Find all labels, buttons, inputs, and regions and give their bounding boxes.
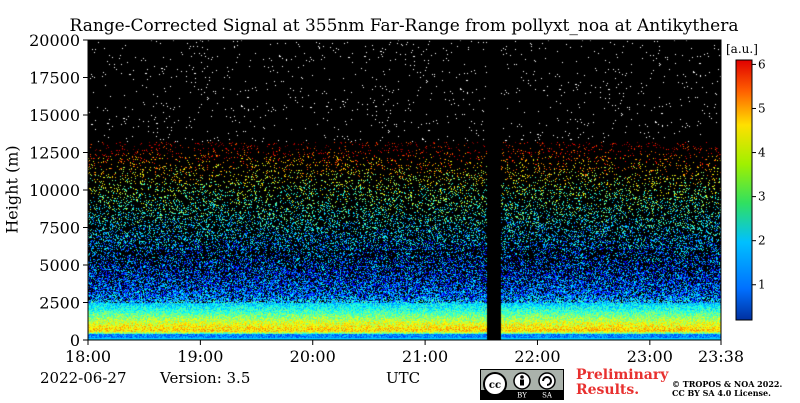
cc-icon: cc	[483, 372, 507, 396]
colorbar-tick-label: 5	[758, 101, 766, 115]
x-tick-label: 18:00	[65, 347, 111, 366]
plot-frame	[87, 39, 722, 341]
colorbar-ticks: 1 2 3 4 5 6	[752, 57, 766, 292]
colorbar-tick-label: 2	[758, 234, 766, 248]
y-tick-label: 12500	[29, 144, 80, 163]
x-tick-label: 20:00	[290, 347, 336, 366]
by-person-icon	[513, 372, 531, 390]
chart-title: Range-Corrected Signal at 355nm Far-Rang…	[69, 16, 739, 36]
y-tick-label: 7500	[39, 219, 80, 238]
sa-recycle-icon	[538, 372, 556, 390]
x-axis-ticks: 18:00 19:00 20:00 21:00 22:00 23:00 23:38	[65, 340, 744, 366]
colorbar-tick-label: 6	[758, 57, 766, 71]
date-label: 2022-06-27	[40, 369, 127, 387]
y-tick-label: 17500	[29, 69, 80, 88]
x-tick-label: 23:38	[698, 347, 744, 366]
sa-text: SA	[542, 392, 553, 400]
cc-license-badge[interactable]: cc BY SA	[480, 369, 564, 400]
x-tick-label: 22:00	[514, 347, 560, 366]
svg-text:cc: cc	[489, 380, 501, 391]
y-tick-label: 20000	[29, 31, 80, 50]
x-tick-label: 19:00	[177, 347, 223, 366]
cc-badge-graphic: cc BY SA	[481, 372, 563, 400]
colorbar-tick-label: 3	[758, 190, 766, 204]
y-tick-label: 10000	[29, 181, 80, 200]
colorbar-tick-label: 1	[758, 278, 766, 292]
y-tick-label: 0	[70, 331, 80, 350]
x-tick-label: 23:00	[627, 347, 673, 366]
colorbar	[735, 59, 753, 321]
version-label: Version: 3.5	[160, 369, 251, 387]
y-tick-label: 2500	[39, 294, 80, 313]
y-axis-ticks: 0 2500 5000 7500 10000 12500 15000 17500 20000	[29, 31, 88, 350]
y-tick-label: 15000	[29, 106, 80, 125]
by-text: BY	[517, 392, 527, 400]
x-axis-label: UTC	[386, 369, 421, 387]
colorbar-tick-label: 4	[758, 146, 766, 160]
x-tick-label: 21:00	[402, 347, 448, 366]
heatmap-plot-area	[88, 40, 721, 340]
colorbar-unit: [a.u.]	[726, 42, 758, 56]
preliminary-notice: Preliminary Results.	[576, 367, 669, 398]
copyright-notice: © TROPOS & NOA 2022. CC BY SA 4.0 Licens…	[672, 379, 783, 398]
y-tick-label: 5000	[39, 256, 80, 275]
